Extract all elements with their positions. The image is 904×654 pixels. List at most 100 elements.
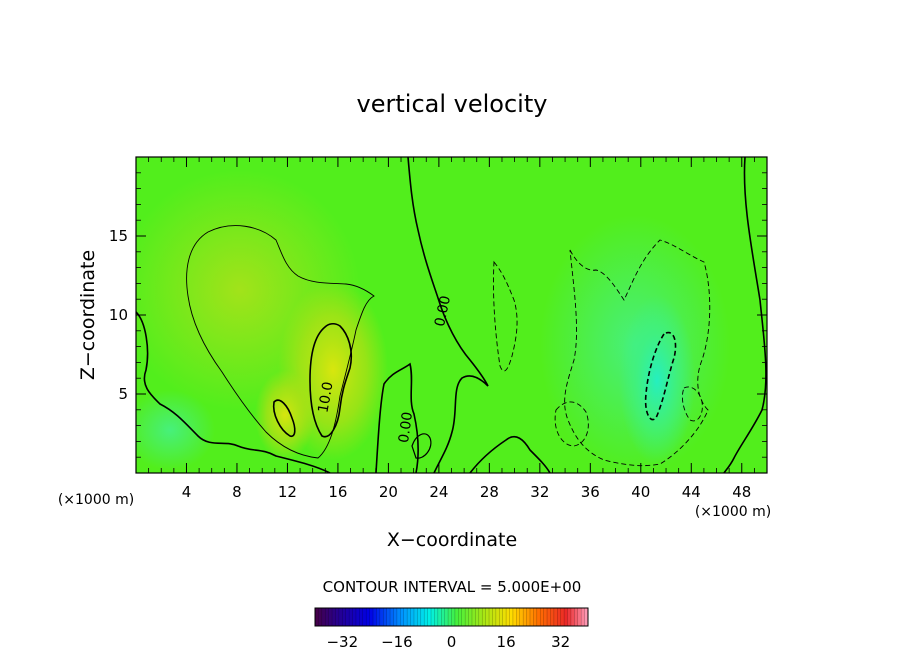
plot-area: 0.00 10.0 0.00	[136, 157, 767, 473]
colorbar-swatch	[581, 608, 585, 626]
negative-contour-low-left	[554, 401, 589, 447]
contour-10-core	[309, 322, 353, 438]
small-zero-loop	[411, 433, 432, 459]
colorbar-tick-label: −16	[381, 633, 413, 651]
negative-contour-core	[644, 331, 677, 421]
colorbar-swatch	[516, 608, 521, 626]
colorbar-swatch	[410, 608, 415, 626]
x-tick-label: 44	[682, 483, 701, 501]
x-tick-label: 36	[581, 483, 600, 501]
x-tick-label: 32	[530, 483, 549, 501]
left-low-shading	[136, 390, 215, 470]
y-tick-label: 10	[109, 306, 128, 324]
colorbar-swatch	[529, 608, 534, 626]
colorbar-tick-label: 16	[497, 633, 516, 651]
colorbar-swatch	[482, 608, 487, 626]
colorbar-swatch	[468, 608, 473, 626]
colorbar-swatch	[315, 608, 319, 626]
colorbar-swatch	[547, 608, 551, 626]
colorbar-swatch	[393, 608, 398, 626]
colorbar-swatch	[338, 608, 343, 626]
colorbar-swatch	[523, 608, 527, 626]
colorbar-swatch	[362, 608, 367, 626]
negative-contour-low-right	[681, 386, 703, 422]
colorbar-swatch	[536, 608, 541, 626]
colorbar-tick-label: 32	[551, 633, 570, 651]
contour-labels: 0.00 10.0 0.00	[315, 294, 454, 444]
x-tick-label: 8	[232, 483, 242, 501]
contour-label-ten: 10.0	[315, 381, 336, 414]
colorbar-swatch	[386, 608, 391, 626]
colorbar-swatch	[325, 608, 330, 626]
contour-label-zero-lower: 0.00	[396, 411, 416, 444]
colorbar-swatch	[441, 608, 446, 626]
colorbar-swatch	[448, 608, 452, 626]
y-axis: 5 10 15	[109, 172, 767, 458]
colorbar-swatch	[431, 608, 435, 626]
colorbar-swatch	[478, 608, 483, 626]
colorbar-swatch	[560, 608, 565, 626]
colorbar-swatch	[413, 608, 418, 626]
zero-contour-center	[407, 157, 489, 473]
x-tick-label: 12	[278, 483, 297, 501]
colorbar-swatch	[458, 608, 463, 626]
colorbar-swatch	[403, 608, 408, 626]
colorbar-swatch	[553, 608, 558, 626]
colorbar-swatch	[512, 608, 517, 626]
colorbar-swatch	[400, 608, 405, 626]
colorbar-swatch	[342, 608, 347, 626]
contour-label-zero-upper: 0.00	[432, 294, 454, 328]
colorbar-swatch	[379, 608, 384, 626]
colorbar-swatch	[495, 608, 500, 626]
colorbar-swatch	[519, 608, 524, 626]
contour-10-secondary	[272, 399, 296, 438]
colorbar-swatch	[570, 608, 575, 626]
colorbar-swatch	[564, 608, 568, 626]
colorbar-swatch	[352, 608, 357, 626]
x-tick-label: 40	[631, 483, 650, 501]
zero-contour-lower	[375, 362, 419, 473]
colorbar-swatch	[335, 608, 340, 626]
colorbar-swatch	[332, 608, 336, 626]
colorbar-swatch	[492, 608, 497, 626]
colorbar-swatch	[369, 608, 374, 626]
colorbar-swatch	[550, 608, 555, 626]
zero-contour-left	[136, 311, 331, 473]
y-axis-label: Z−coordinate	[77, 250, 99, 380]
secondary-updraft-shading	[255, 370, 315, 460]
x-axis: 4 8 12 16 20 24 28 32 36 40 44 48	[148, 157, 755, 501]
chart-title: vertical velocity	[357, 90, 548, 118]
colorbar-swatch	[434, 608, 439, 626]
colorbar-swatch	[465, 608, 469, 626]
colorbar-swatch	[489, 608, 493, 626]
colorbar-swatch	[366, 608, 370, 626]
x-axis-label: X−coordinate	[387, 529, 517, 551]
colorbar-swatch	[396, 608, 401, 626]
colorbar-swatch	[383, 608, 388, 626]
negative-contour-b	[564, 239, 711, 467]
colorbar-swatch	[533, 608, 538, 626]
colorbar-swatch	[506, 608, 510, 626]
zero-contour-bottom	[469, 435, 551, 473]
x-tick-label: 48	[732, 483, 751, 501]
contour-interval-text: CONTOUR INTERVAL = 5.000E+00	[323, 578, 582, 596]
colorbar-swatch	[574, 608, 579, 626]
colorbar-swatch	[509, 608, 514, 626]
colorbar-swatch	[584, 608, 589, 626]
x-tick-label: 16	[328, 483, 347, 501]
colorbar-swatch	[318, 608, 323, 626]
x-tick-label: 28	[480, 483, 499, 501]
downdraft-core-shading	[619, 295, 695, 465]
colorbar-swatch	[526, 608, 531, 626]
colorbar-swatch	[557, 608, 562, 626]
colorbar-swatch	[390, 608, 394, 626]
colorbar-swatch	[461, 608, 466, 626]
colorbar-swatch	[485, 608, 490, 626]
colorbar-swatch	[359, 608, 364, 626]
colorbar-swatch	[451, 608, 456, 626]
colorbar-swatch	[417, 608, 422, 626]
colorbar-swatch	[540, 608, 545, 626]
x-tick-label: 4	[182, 483, 192, 501]
colorbar-swatch	[427, 608, 432, 626]
colorbar-swatch	[420, 608, 425, 626]
